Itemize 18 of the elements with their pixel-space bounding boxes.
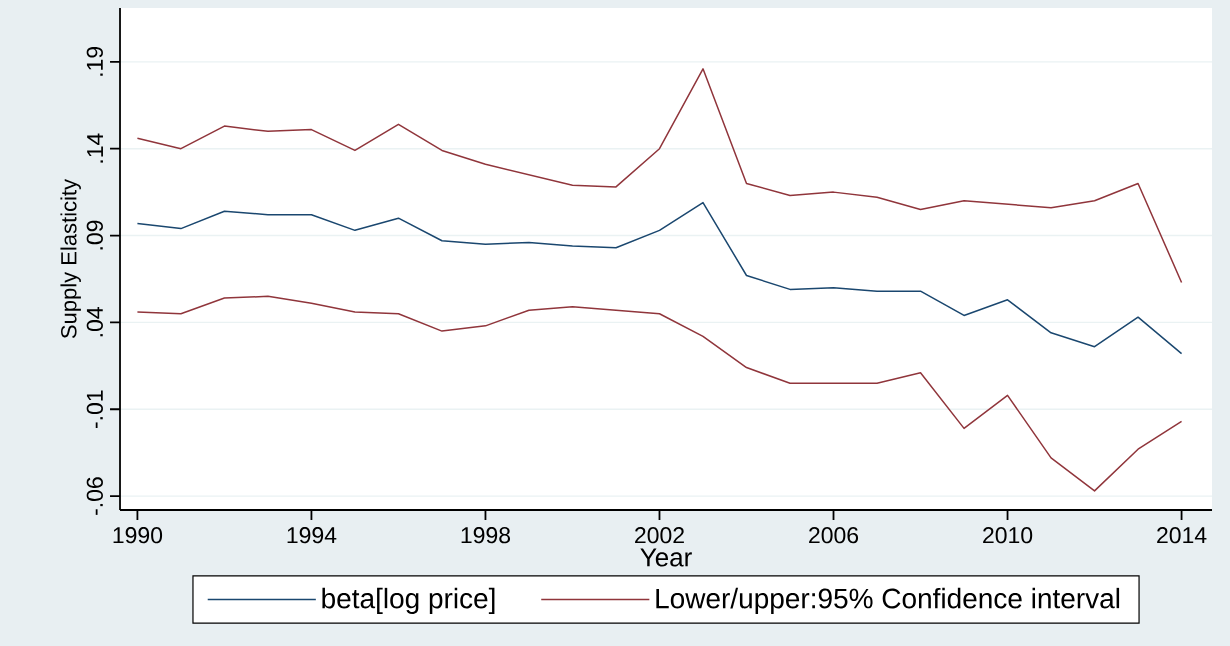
y-tick-label: .19 [86, 46, 103, 76]
x-axis-title: Year [640, 548, 692, 567]
x-tick-label: 1994 [287, 527, 337, 544]
legend-label: beta[log price] [322, 587, 495, 614]
y-tick-label: -.01 [86, 390, 103, 429]
x-tick-label: 2006 [809, 527, 859, 544]
x-tick-label: 2010 [983, 527, 1033, 544]
line-series [136, 201, 1183, 355]
x-tick-label: 2014 [1157, 527, 1207, 544]
x-tick-label: 1990 [113, 527, 163, 544]
y-tick-label: -.06 [86, 477, 103, 515]
y-tick-label: .09 [86, 220, 103, 250]
x-tick-label: 2002 [635, 527, 684, 544]
y-tick-label: .04 [86, 307, 103, 337]
legend-label: Lower/upper:95% Confidence interval [656, 587, 1120, 614]
y-tick-label: .14 [87, 133, 103, 163]
x-tick-label: 1998 [461, 527, 511, 544]
y-axis-title: Supply Elasticity [60, 179, 81, 339]
